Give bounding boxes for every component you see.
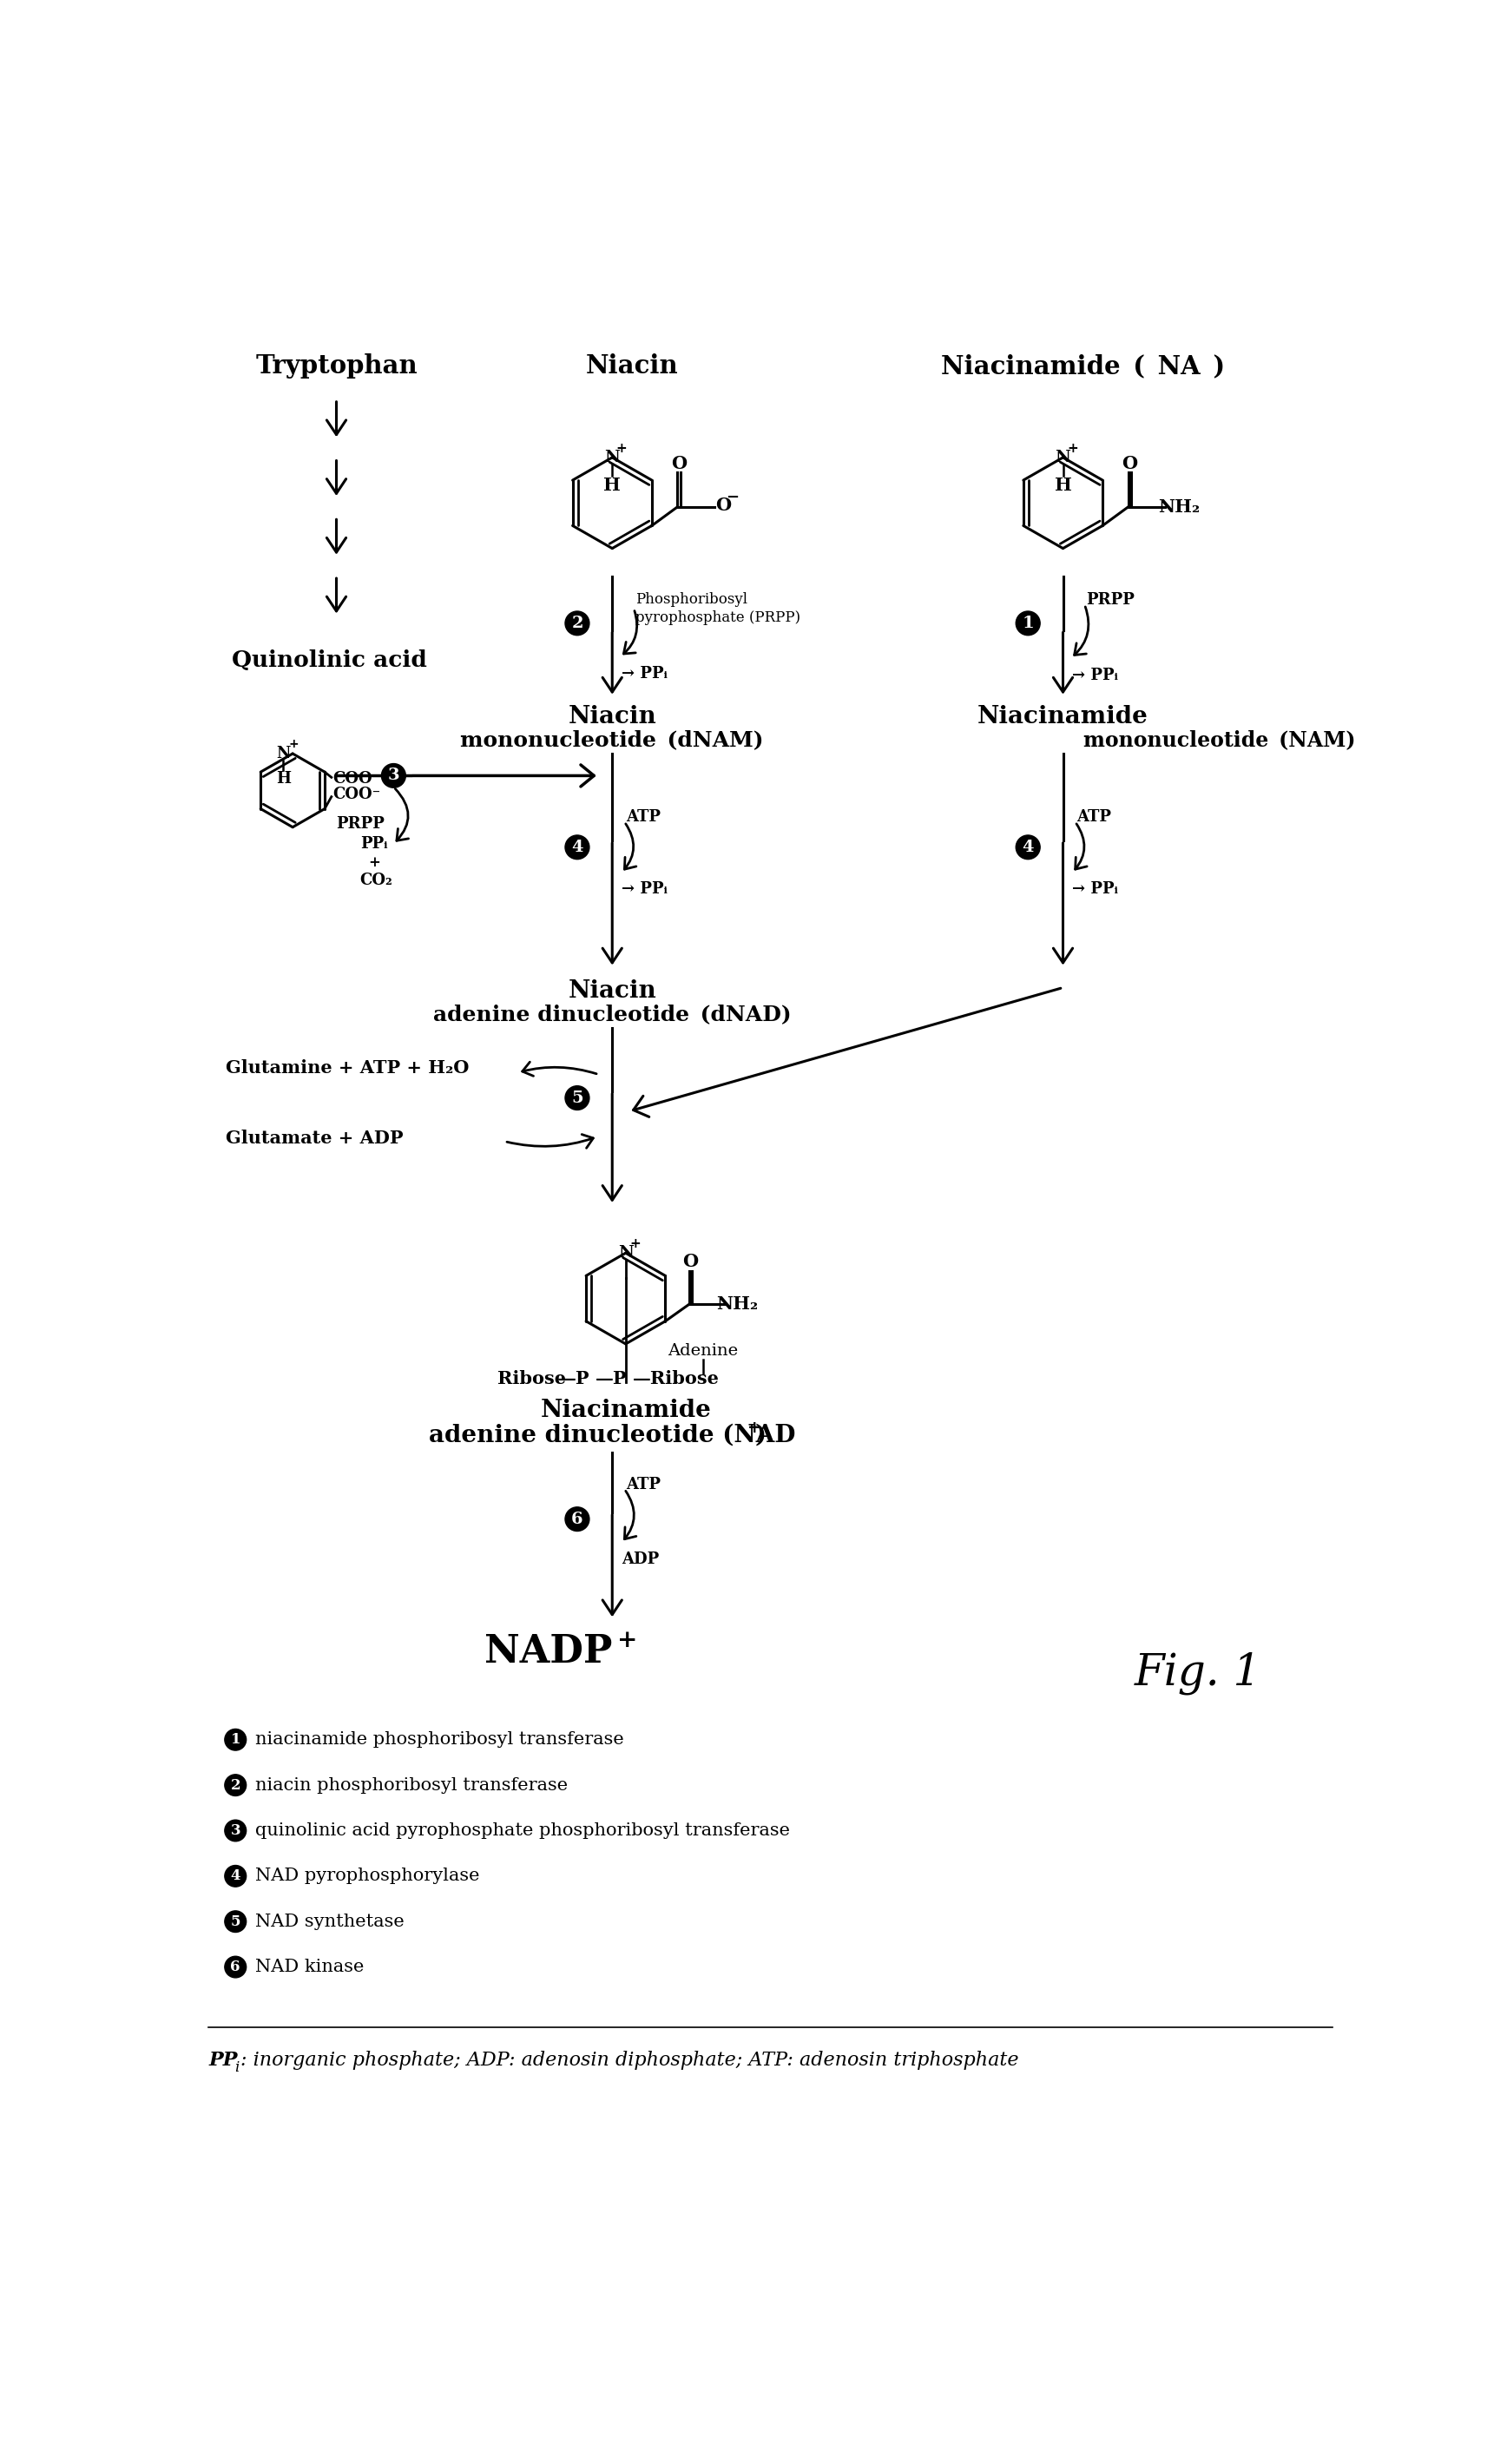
Circle shape xyxy=(1016,835,1040,860)
Text: Quinolinic acid: Quinolinic acid xyxy=(232,648,428,670)
Text: Niacinamide: Niacinamide xyxy=(978,705,1148,729)
Text: niacinamide phosphoribosyl transferase: niacinamide phosphoribosyl transferase xyxy=(256,1732,624,1747)
Circle shape xyxy=(225,1730,246,1749)
Text: CO₂: CO₂ xyxy=(360,872,393,887)
Text: —Ribose: —Ribose xyxy=(633,1370,719,1387)
Text: NADP: NADP xyxy=(484,1634,612,1671)
Text: Niacin: Niacin xyxy=(586,352,678,379)
Text: N: N xyxy=(618,1244,633,1262)
Text: Glutamine + ATP + H₂O: Glutamine + ATP + H₂O xyxy=(226,1060,469,1077)
Text: N: N xyxy=(604,448,619,466)
Text: O: O xyxy=(716,498,731,515)
Text: NH₂: NH₂ xyxy=(1157,498,1200,515)
Text: PP: PP xyxy=(208,2050,238,2070)
Text: 3: 3 xyxy=(231,1823,241,1838)
Text: PPᵢ: PPᵢ xyxy=(360,835,387,853)
Text: N: N xyxy=(1055,448,1071,466)
Text: mononucleotide (dNAM): mononucleotide (dNAM) xyxy=(461,729,764,752)
Text: —P: —P xyxy=(595,1370,627,1387)
Text: Niacin: Niacin xyxy=(568,978,657,1003)
Text: ATP: ATP xyxy=(1076,808,1111,825)
Text: −: − xyxy=(726,490,738,505)
Text: 6: 6 xyxy=(231,1959,241,1974)
Circle shape xyxy=(1016,611,1040,636)
Text: 2: 2 xyxy=(231,1779,241,1791)
Text: Niacin: Niacin xyxy=(568,705,657,729)
Text: 5: 5 xyxy=(571,1089,583,1106)
Text: adenine dinucleotide (dNAD): adenine dinucleotide (dNAD) xyxy=(433,1003,791,1025)
Circle shape xyxy=(565,835,589,860)
Text: +: + xyxy=(618,1629,637,1653)
Circle shape xyxy=(225,1865,246,1887)
Text: +: + xyxy=(289,739,298,752)
Text: COO⁻: COO⁻ xyxy=(333,771,381,786)
Text: H: H xyxy=(1055,478,1071,495)
Text: H: H xyxy=(276,771,291,786)
Text: : inorganic phosphate; ADP: adenosin diphosphate; ATP: adenosin triphosphate: : inorganic phosphate; ADP: adenosin dip… xyxy=(241,2050,1019,2070)
Text: → PPᵢ: → PPᵢ xyxy=(622,665,668,683)
Text: NAD kinase: NAD kinase xyxy=(256,1959,365,1976)
Text: → PPᵢ: → PPᵢ xyxy=(622,880,668,897)
Text: 2: 2 xyxy=(571,616,583,631)
Text: 4: 4 xyxy=(231,1868,241,1882)
Circle shape xyxy=(381,764,405,788)
Text: → PPᵢ: → PPᵢ xyxy=(1073,880,1118,897)
Text: +: + xyxy=(747,1419,763,1437)
Text: Fig. 1: Fig. 1 xyxy=(1133,1651,1261,1695)
Text: niacin phosphoribosyl transferase: niacin phosphoribosyl transferase xyxy=(256,1777,568,1794)
Text: N: N xyxy=(276,747,291,761)
Text: Ribose: Ribose xyxy=(497,1370,567,1387)
Text: Glutamate + ADP: Glutamate + ADP xyxy=(226,1129,402,1146)
Text: 4: 4 xyxy=(1022,840,1034,855)
Text: ): ) xyxy=(755,1424,766,1446)
Circle shape xyxy=(225,1956,246,1979)
Text: +: + xyxy=(630,1237,640,1249)
Text: —P: —P xyxy=(559,1370,591,1387)
Circle shape xyxy=(565,1087,589,1109)
Text: +: + xyxy=(368,855,380,870)
Text: adenine dinucleotide (NAD: adenine dinucleotide (NAD xyxy=(429,1424,796,1446)
Text: O: O xyxy=(671,456,687,473)
Text: 4: 4 xyxy=(571,840,583,855)
Text: mononucleotide (NAM): mononucleotide (NAM) xyxy=(1084,729,1355,752)
Text: ATP: ATP xyxy=(625,1476,660,1493)
Text: pyrophosphate (PRPP): pyrophosphate (PRPP) xyxy=(636,611,800,626)
Text: Niacinamide ( NA ): Niacinamide ( NA ) xyxy=(942,352,1225,379)
Text: O: O xyxy=(1121,456,1138,473)
Text: NAD pyrophosphorylase: NAD pyrophosphorylase xyxy=(256,1868,481,1885)
Circle shape xyxy=(225,1774,246,1796)
Text: 5: 5 xyxy=(231,1915,241,1929)
Text: Tryptophan: Tryptophan xyxy=(255,352,417,379)
Text: O: O xyxy=(683,1254,698,1271)
Circle shape xyxy=(565,1508,589,1530)
Text: ADP: ADP xyxy=(622,1552,659,1567)
Text: 6: 6 xyxy=(571,1510,583,1528)
Text: ATP: ATP xyxy=(625,808,660,825)
Text: → PPᵢ: → PPᵢ xyxy=(1073,668,1118,683)
Text: +: + xyxy=(616,441,627,456)
Text: +: + xyxy=(1067,441,1078,456)
Text: Niacinamide: Niacinamide xyxy=(540,1400,711,1422)
Text: 1: 1 xyxy=(1022,616,1034,631)
Text: H: H xyxy=(604,478,621,495)
Text: quinolinic acid pyrophosphate phosphoribosyl transferase: quinolinic acid pyrophosphate phosphorib… xyxy=(256,1823,790,1838)
Text: i: i xyxy=(234,2060,238,2075)
Text: 3: 3 xyxy=(387,769,399,784)
Text: COO⁻: COO⁻ xyxy=(333,786,381,801)
Circle shape xyxy=(225,1912,246,1932)
Circle shape xyxy=(565,611,589,636)
Text: NAD synthetase: NAD synthetase xyxy=(256,1912,405,1929)
Text: Phosphoribosyl: Phosphoribosyl xyxy=(636,591,747,606)
Text: 1: 1 xyxy=(231,1732,241,1747)
Circle shape xyxy=(225,1821,246,1841)
Text: PRPP: PRPP xyxy=(336,816,384,833)
Text: NH₂: NH₂ xyxy=(716,1296,758,1313)
Text: Adenine: Adenine xyxy=(668,1343,738,1358)
Text: PRPP: PRPP xyxy=(1087,591,1135,609)
